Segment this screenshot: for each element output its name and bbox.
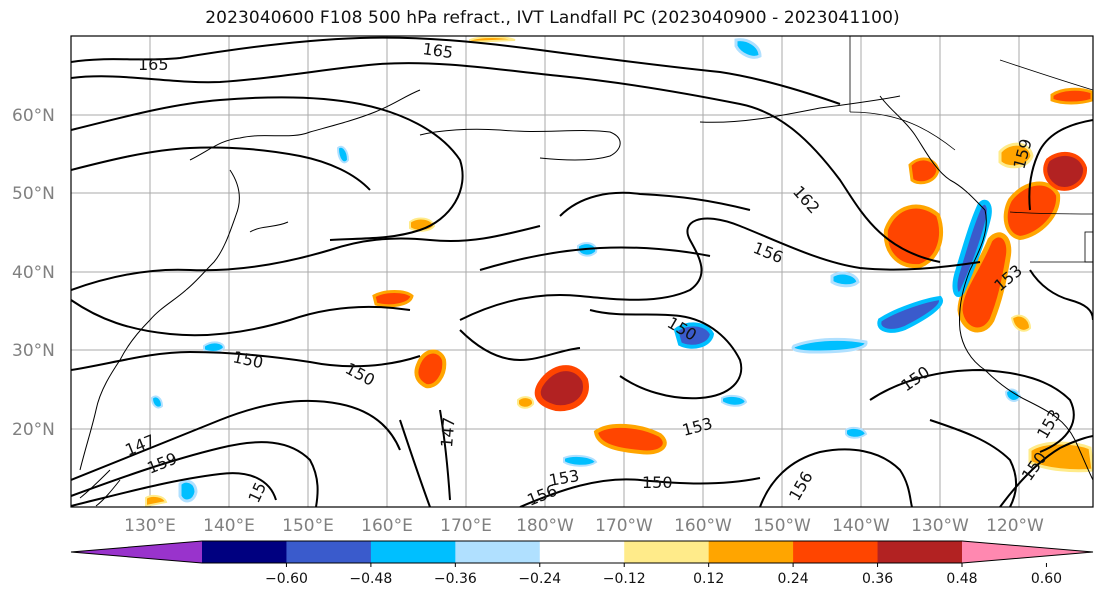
colorbar-tick-label: 0.48 <box>946 571 977 587</box>
colorbar-extend-low <box>71 541 202 563</box>
map-frame <box>70 35 1094 508</box>
lat-label: 50°N <box>12 184 55 204</box>
latitude-labels: 60°N 50°N 40°N 30°N 20°N <box>12 106 55 440</box>
lat-label: 60°N <box>12 106 55 126</box>
colorbar-segment <box>370 541 456 563</box>
colorbar-tick-label: 0.24 <box>778 571 809 587</box>
colorbar-tick-label: −0.60 <box>265 571 308 587</box>
lon-label: 180°W <box>516 516 574 536</box>
lon-label: 120°W <box>986 516 1044 536</box>
colorbar-tick-label: −0.36 <box>434 571 477 587</box>
contour-label: 150 <box>642 473 673 492</box>
lon-label: 160°W <box>674 516 732 536</box>
lon-label: 140°E <box>203 516 255 536</box>
lon-label: 150°E <box>282 516 334 536</box>
colorbar-tick-label: 0.36 <box>862 571 893 587</box>
colorbar-outline <box>70 540 1094 564</box>
colorbar-tick-label: −0.24 <box>518 571 561 587</box>
lat-label: 20°N <box>12 420 55 440</box>
longitude-labels: 130°E 140°E 150°E 160°E 170°E 180°W 170°… <box>124 516 1044 536</box>
contour-label: 147 <box>437 416 459 448</box>
shading-positive <box>145 36 1093 507</box>
contour-label: 165 <box>421 39 454 62</box>
lon-label: 130°W <box>911 516 969 536</box>
colorbar-segment <box>539 541 625 563</box>
colorbar-segment <box>793 541 879 563</box>
colorbar-tick-label: −0.48 <box>349 571 392 587</box>
lon-label: 170°W <box>595 516 653 536</box>
lon-label: 140°W <box>832 516 890 536</box>
colorbar-tick-label: −0.12 <box>603 571 646 587</box>
colorbar-segment <box>877 541 963 563</box>
colorbar-tick-label: 0.12 <box>693 571 724 587</box>
colorbar-segment <box>624 541 710 563</box>
lon-label: 130°E <box>124 516 176 536</box>
colorbar-segment <box>455 541 541 563</box>
plot-title: 2023040600 F108 500 hPa refract., IVT La… <box>205 8 900 28</box>
colorbar-segment <box>202 541 287 563</box>
lat-label: 40°N <box>12 263 55 283</box>
height-contours <box>71 36 1093 507</box>
borders <box>849 36 1093 263</box>
contour-label: 165 <box>138 55 169 74</box>
coastlines <box>79 89 1093 507</box>
lon-label: 150°W <box>753 516 811 536</box>
lon-label: 160°E <box>361 516 413 536</box>
lon-label: 170°E <box>440 516 492 536</box>
colorbar-tick-label: 0.60 <box>1031 571 1062 587</box>
colorbar: −0.60 −0.48 −0.36 −0.24 −0.12 0.12 0.24 0.36 0.4… <box>70 540 1094 587</box>
shading-negative <box>150 38 1022 503</box>
colorbar-extend-high <box>962 541 1093 563</box>
colorbar-segment <box>708 541 794 563</box>
colorbar-segment <box>286 541 372 563</box>
lat-label: 30°N <box>12 341 55 361</box>
